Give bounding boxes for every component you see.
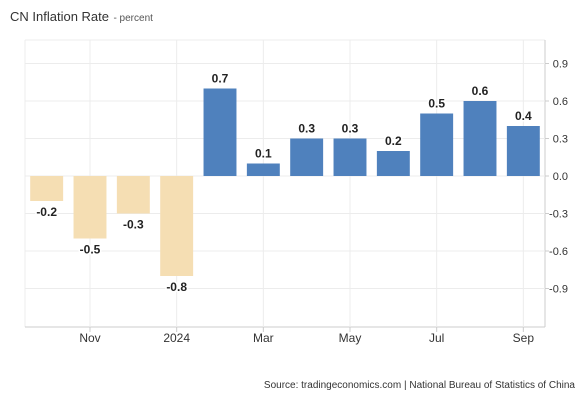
bar: [160, 176, 194, 276]
bar: [290, 138, 324, 176]
bar: [506, 126, 540, 176]
bar: [246, 163, 280, 176]
bar: [463, 101, 497, 176]
y-tick-label: 0.6: [553, 96, 568, 108]
bar: [420, 113, 454, 176]
y-tick-label: -0.9: [549, 284, 568, 296]
x-tick-label: 2024: [163, 331, 190, 345]
chart-title: CN Inflation Rate: [10, 9, 109, 24]
bar: [333, 138, 367, 176]
x-tick-label: Nov: [79, 331, 100, 345]
data-labels: -0.2 -0.5 -0.3 -0.8 0.7 0.1 0.3 0.3 0.2 0.5 0.6 0.4: [35, 70, 534, 296]
chart-subtitle: - percent: [113, 13, 153, 24]
data-label: 0.3: [342, 122, 359, 136]
bar: [376, 151, 410, 176]
x-axis: Nov 2024 Mar May Jul Sep: [79, 327, 534, 345]
data-label: 0.4: [515, 109, 532, 123]
y-tick-label: 0.9: [553, 59, 568, 71]
data-label: -0.5: [80, 243, 101, 257]
bar: [203, 88, 237, 176]
x-tick-label: Sep: [513, 331, 535, 345]
x-tick-label: Jul: [429, 331, 444, 345]
bar: [30, 176, 64, 201]
data-label: 0.3: [298, 122, 315, 136]
data-label: 0.1: [255, 147, 272, 161]
y-axis: 0.9 0.6 0.3 0.0 -0.3 -0.6 -0.9: [545, 59, 568, 296]
bar: [116, 176, 150, 214]
x-tick-label: May: [339, 331, 362, 345]
data-label: -0.3: [123, 218, 144, 232]
y-tick-label: -0.6: [549, 246, 568, 258]
x-tick-label: Mar: [253, 331, 274, 345]
bar: [73, 176, 107, 239]
source-attribution: Source: tradingeconomics.com | National …: [263, 380, 575, 391]
data-label: -0.8: [166, 280, 187, 294]
data-label: -0.2: [36, 205, 57, 219]
data-label: 0.7: [212, 72, 229, 86]
y-tick-label: -0.3: [549, 209, 568, 221]
data-label: 0.2: [385, 134, 402, 148]
bars: [30, 88, 540, 276]
data-label: 0.5: [428, 97, 445, 111]
y-tick-label: 0.0: [553, 171, 568, 183]
y-tick-label: 0.3: [553, 134, 568, 146]
data-label: 0.6: [472, 84, 489, 98]
chart-header: CN Inflation Rate - percent: [10, 8, 153, 26]
